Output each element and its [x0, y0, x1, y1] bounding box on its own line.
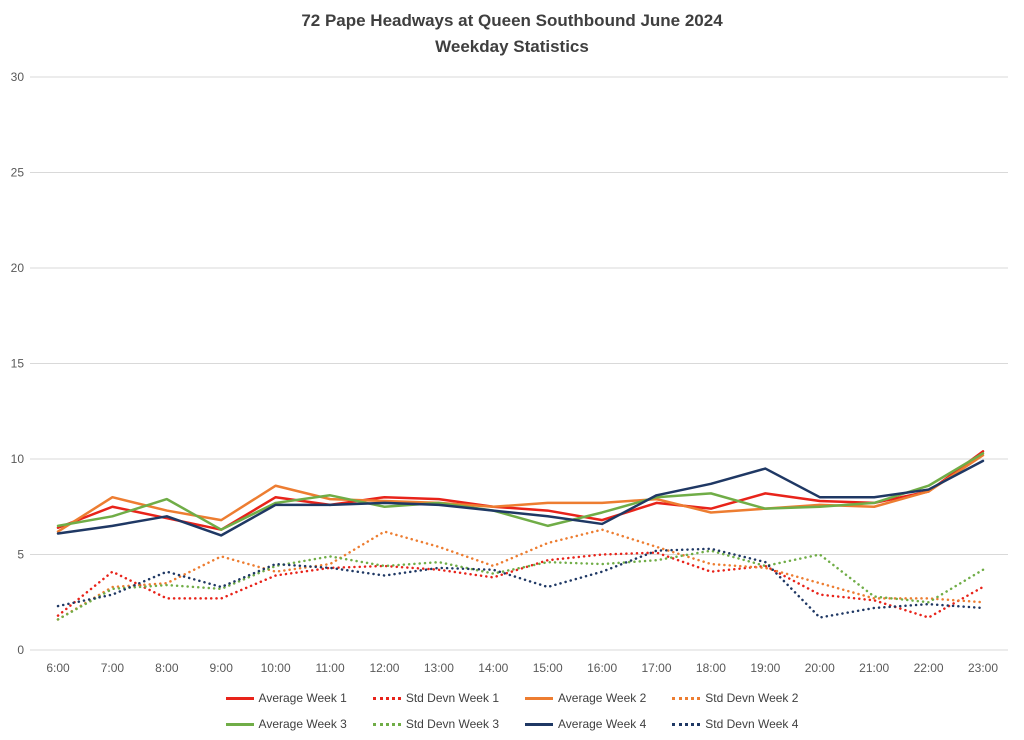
x-axis-tick-label: 19:00 [750, 661, 780, 675]
x-axis-tick-label: 23:00 [968, 661, 998, 675]
y-axis-tick-label: 30 [11, 70, 25, 84]
legend-swatch-solid [525, 722, 553, 726]
legend-swatch-solid [225, 696, 254, 700]
x-axis-tick-label: 10:00 [261, 661, 291, 675]
legend-label: Std Devn Week 1 [405, 691, 499, 705]
legend-item-std-devn-week-4[interactable]: Std Devn Week 4 [672, 717, 798, 731]
series-std-devn-week-3 [56, 549, 985, 621]
series-average-week-1 [56, 450, 985, 531]
legend-label: Average Week 2 [558, 691, 647, 705]
legend-label: Average Week 4 [558, 717, 647, 731]
x-axis-tick-label: 12:00 [369, 661, 399, 675]
series-average-week-2 [56, 453, 985, 533]
x-axis-tick-label: 8:00 [155, 661, 179, 675]
legend-item-std-devn-week-3[interactable]: Std Devn Week 3 [372, 717, 499, 731]
legend-item-std-devn-week-1[interactable]: Std Devn Week 1 [372, 691, 499, 705]
legend-swatch-solid [225, 722, 254, 726]
series-average-week-4 [56, 459, 985, 537]
y-axis-tick-label: 5 [17, 548, 24, 562]
chart-title: 72 Pape Headways at Queen Southbound Jun… [0, 8, 1024, 60]
legend-row-2: Average Week 3 Std Devn Week 3 Average Wee… [0, 717, 1024, 731]
legend-swatch-dotted [372, 722, 401, 726]
legend-label: Average Week 1 [258, 691, 347, 705]
legend-swatch-solid [525, 696, 553, 700]
x-axis-tick-label: 14:00 [478, 661, 508, 675]
x-axis-tick-label: 11:00 [315, 661, 344, 675]
x-axis-tick-label: 15:00 [533, 661, 563, 675]
x-axis-tick-label: 9:00 [210, 661, 234, 675]
x-axis-tick-label: 22:00 [914, 661, 944, 675]
x-axis-tick-label: 16:00 [587, 661, 617, 675]
x-axis-tick-label: 7:00 [101, 661, 125, 675]
y-axis-tick-label: 0 [17, 643, 24, 657]
x-axis-tick-label: 18:00 [696, 661, 726, 675]
x-axis-tick-label: 6:00 [46, 661, 70, 675]
series-average-week-3 [56, 452, 985, 531]
legend-label: Std Devn Week 3 [405, 717, 499, 731]
legend-swatch-dotted [372, 696, 401, 700]
x-axis-tick-label: 17:00 [642, 661, 672, 675]
y-axis-tick-label: 10 [11, 452, 25, 466]
x-axis-tick-label: 21:00 [859, 661, 889, 675]
series-std-devn-week-2 [56, 528, 985, 621]
legend-item-average-week-3[interactable]: Average Week 3 [225, 717, 347, 731]
x-axis-tick-label: 20:00 [805, 661, 835, 675]
y-axis-tick-label: 25 [11, 166, 25, 180]
chart-title-line2: Weekday Statistics [435, 37, 589, 56]
y-axis-tick-label: 15 [11, 357, 25, 371]
legend-item-average-week-4[interactable]: Average Week 4 [525, 717, 646, 731]
legend-row-1: Average Week 1 Std Devn Week 1 Average Wee… [0, 691, 1024, 705]
legend-item-average-week-1[interactable]: Average Week 1 [225, 691, 347, 705]
legend-label: Average Week 3 [258, 717, 347, 731]
chart-title-line1: 72 Pape Headways at Queen Southbound Jun… [301, 11, 723, 30]
series-std-devn-week-1 [56, 551, 985, 619]
x-axis-tick-label: 13:00 [424, 661, 454, 675]
series-std-devn-week-4 [56, 547, 985, 619]
legend-item-std-devn-week-2[interactable]: Std Devn Week 2 [672, 691, 798, 705]
legend-label: Std Devn Week 4 [705, 717, 799, 731]
legend-label: Std Devn Week 2 [705, 691, 799, 705]
legend-swatch-dotted [672, 722, 701, 726]
legend-swatch-dotted [672, 696, 701, 700]
legend-item-average-week-2[interactable]: Average Week 2 [525, 691, 646, 705]
y-axis-tick-label: 20 [11, 261, 25, 275]
